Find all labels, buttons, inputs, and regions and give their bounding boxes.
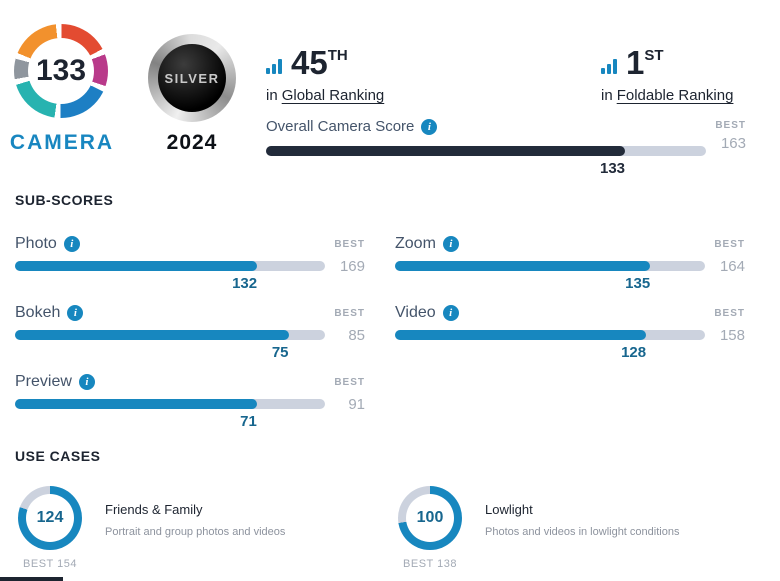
- photo-score-fill: [15, 261, 258, 271]
- lowlight-gauge: 100: [398, 486, 462, 550]
- global-ranking-label: in Global Ranking: [266, 87, 384, 104]
- foldable-rank-ordinal: ST: [644, 47, 664, 64]
- overall-score-label: Overall Camera Score i: [266, 118, 438, 135]
- ranking-bars-icon: [601, 59, 617, 74]
- overall-score-text: Overall Camera Score: [266, 118, 415, 135]
- bokeh-score-bar: [15, 330, 325, 340]
- preview-label: Preview i: [15, 373, 95, 391]
- friends-family-title: Friends & Family: [105, 502, 203, 517]
- sub-scores-heading: SUB-SCORES: [15, 192, 114, 208]
- logo-score: 133: [28, 38, 94, 104]
- logo-brand-label: CAMERA: [9, 131, 115, 154]
- video-best-value: 158: [719, 327, 745, 344]
- video-score-fill: [395, 330, 647, 340]
- info-icon[interactable]: i: [442, 236, 459, 252]
- score-row-preview: Preview i BEST 91 71: [15, 372, 365, 430]
- best-label: BEST: [334, 307, 365, 319]
- zoom-score-fill: [395, 261, 651, 271]
- ranking-prefix: in: [601, 87, 613, 104]
- score-row-zoom: Zoom i BEST 164 135: [395, 234, 745, 292]
- global-ranking-link[interactable]: Global Ranking: [281, 87, 385, 104]
- overall-score-fill: [266, 146, 626, 156]
- friends-family-gauge: 124: [18, 486, 82, 550]
- use-cases-heading: USE CASES: [15, 448, 101, 464]
- info-icon[interactable]: i: [421, 118, 438, 135]
- global-ranking: 45 TH in Global Ranking: [266, 46, 384, 104]
- info-icon[interactable]: i: [442, 305, 459, 321]
- usecase-friends-family: 124 BEST 154 Friends & Family Portrait a…: [18, 486, 348, 570]
- photo-best-value: 169: [339, 258, 365, 275]
- bokeh-best-value: 85: [348, 327, 365, 344]
- overall-score-bar: [266, 146, 706, 156]
- silver-medal-icon: SILVER: [148, 34, 236, 122]
- best-label: BEST: [334, 376, 365, 388]
- info-icon[interactable]: i: [67, 305, 84, 321]
- preview-best-value: 91: [348, 396, 365, 413]
- bokeh-score-fill: [15, 330, 289, 340]
- foldable-ranking: 1 ST in Foldable Ranking: [601, 46, 733, 104]
- photo-score-bar: [15, 261, 325, 271]
- global-rank-value: 45: [291, 44, 328, 81]
- best-label: BEST: [714, 238, 745, 250]
- zoom-score-value: 135: [625, 275, 651, 292]
- overall-score-value: 133: [599, 160, 626, 177]
- usecase-lowlight: 100 BEST 138 Lowlight Photos and videos …: [398, 486, 728, 570]
- video-score-bar: [395, 330, 705, 340]
- foldable-ranking-link[interactable]: Foldable Ranking: [616, 87, 734, 104]
- photo-score-value: 132: [232, 275, 258, 292]
- info-icon[interactable]: i: [63, 236, 80, 252]
- overall-score-value-row: 133: [266, 160, 706, 177]
- bokeh-label: Bokeh i: [15, 304, 84, 322]
- preview-score-value: 71: [240, 413, 257, 430]
- friends-family-best: BEST 154: [23, 558, 77, 570]
- best-label: BEST: [714, 307, 745, 319]
- page-bottom-edge: [0, 577, 63, 581]
- ranking-prefix: in: [266, 87, 278, 104]
- zoom-score-bar: [395, 261, 705, 271]
- zoom-best-value: 164: [719, 258, 745, 275]
- lowlight-score: 100: [406, 494, 454, 542]
- score-row-photo: Photo i BEST 169 132: [15, 234, 365, 292]
- bokeh-score-value: 75: [271, 344, 289, 361]
- score-row-bokeh: Bokeh i BEST 85 75: [15, 303, 365, 361]
- foldable-ranking-label: in Foldable Ranking: [601, 87, 733, 104]
- ranking-bars-icon: [266, 59, 282, 74]
- overall-best-value: 163: [720, 135, 746, 152]
- lowlight-title: Lowlight: [485, 502, 533, 517]
- foldable-rank-value: 1: [626, 44, 645, 81]
- global-rank-ordinal: TH: [327, 47, 348, 64]
- photo-label: Photo i: [15, 235, 80, 253]
- overall-best-label: BEST: [715, 120, 746, 131]
- video-score-value: 128: [621, 344, 647, 361]
- friends-family-score: 124: [26, 494, 74, 542]
- best-label: BEST: [334, 238, 365, 250]
- lowlight-description: Photos and videos in lowlight conditions: [485, 526, 680, 538]
- score-row-video: Video i BEST 158 128: [395, 303, 745, 361]
- dxomark-camera-logo: 133: [14, 24, 108, 118]
- preview-score-bar: [15, 399, 325, 409]
- lowlight-best: BEST 138: [403, 558, 457, 570]
- award-year: 2024: [166, 131, 218, 154]
- zoom-label: Zoom i: [395, 235, 459, 253]
- award-label: SILVER: [158, 44, 226, 112]
- friends-family-description: Portrait and group photos and videos: [105, 526, 286, 538]
- preview-score-fill: [15, 399, 257, 409]
- video-label: Video i: [395, 304, 459, 322]
- info-icon[interactable]: i: [78, 374, 95, 390]
